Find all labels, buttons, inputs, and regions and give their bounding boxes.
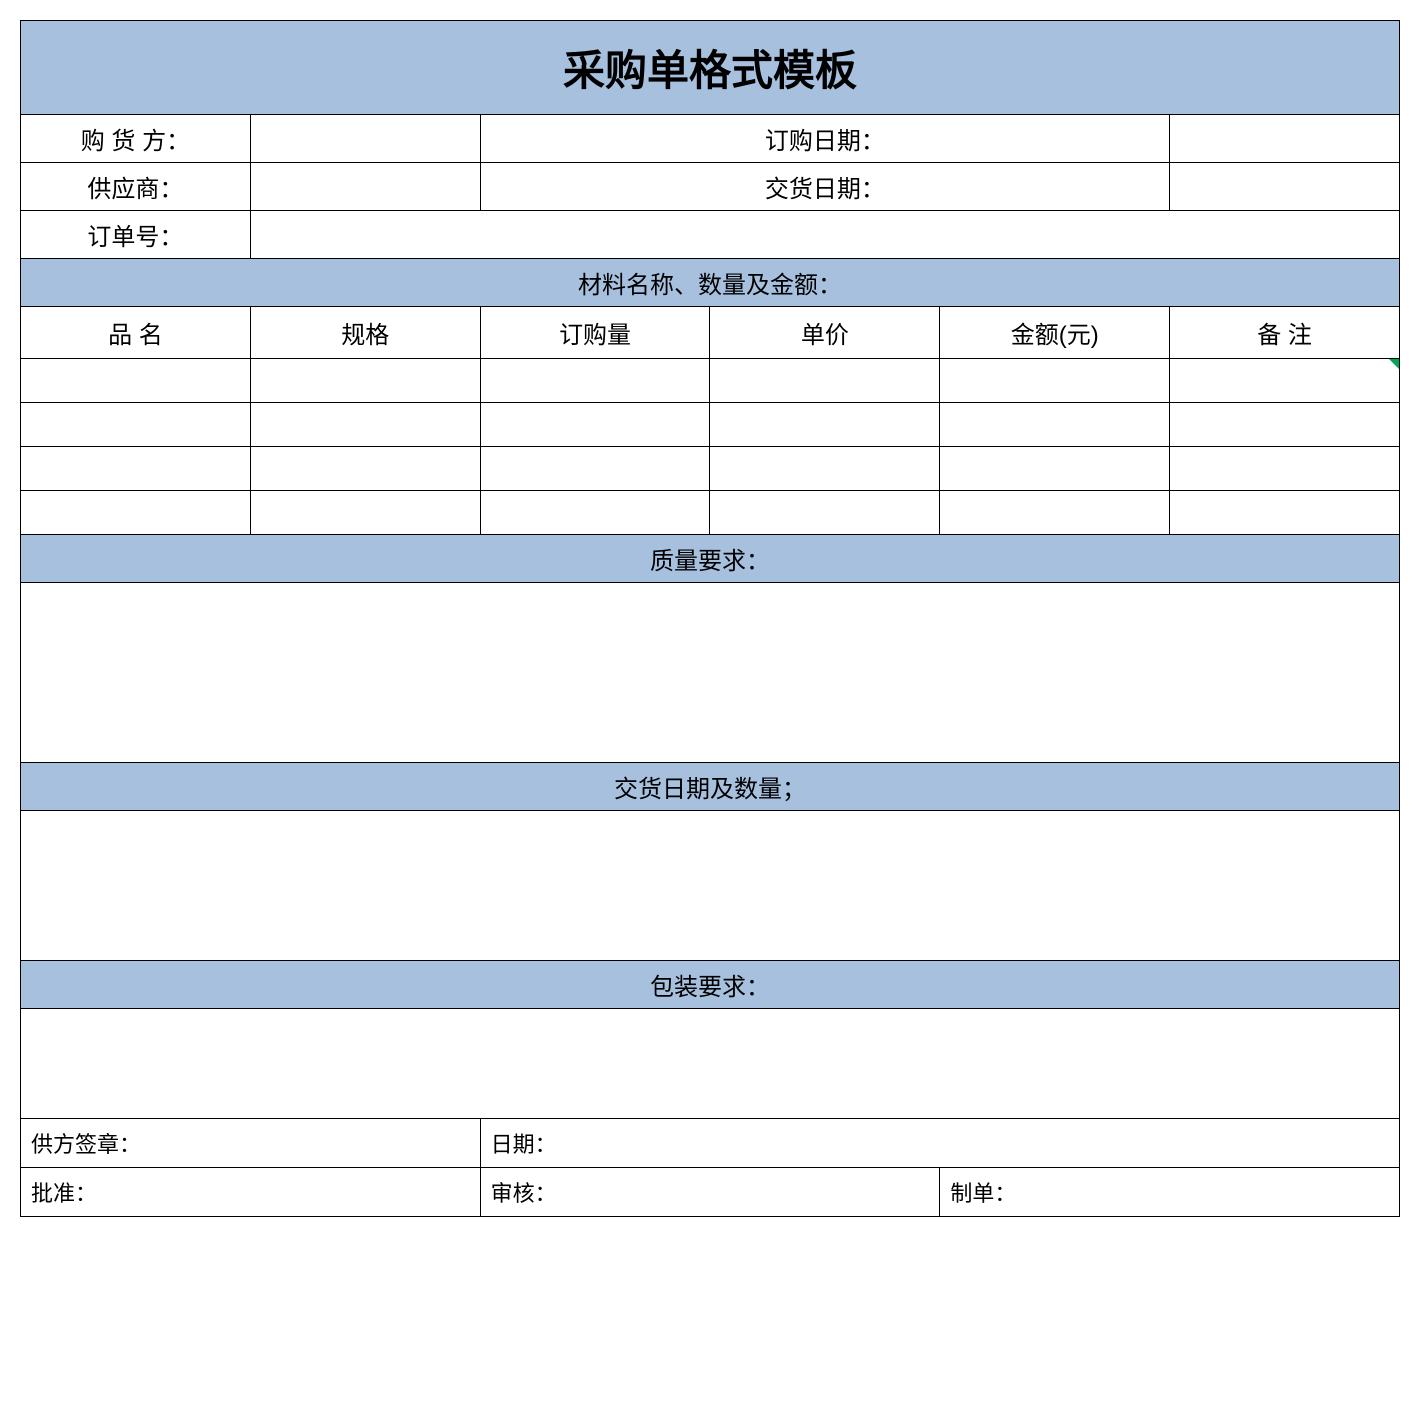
materials-header-label: 材料名称、数量及金额： [21,259,1400,307]
order-no-row: 订单号： [21,211,1400,259]
packaging-section-header: 包装要求： [21,961,1400,1009]
delivery-date-label: 交货日期： [480,163,1169,211]
col-order-qty: 订购量 [480,307,710,359]
quality-header-label: 质量要求： [21,535,1400,583]
cell-name[interactable] [21,491,251,535]
cell-name[interactable] [21,403,251,447]
delivery-header-label: 交货日期及数量； [21,763,1400,811]
cell-unit-price[interactable] [710,447,940,491]
buyer-value[interactable] [250,115,480,163]
quality-content-row [21,583,1400,763]
cell-remarks[interactable] [1170,447,1400,491]
delivery-date-value[interactable] [1170,163,1400,211]
packaging-header-label: 包装要求： [21,961,1400,1009]
title-row: 采购单格式模板 [21,21,1400,115]
buyer-row: 购 货 方： 订购日期： [21,115,1400,163]
cell-remarks[interactable] [1170,403,1400,447]
col-unit-price: 单价 [710,307,940,359]
cell-unit-price[interactable] [710,359,940,403]
cell-amount[interactable] [940,491,1170,535]
table-row [21,447,1400,491]
cell-spec[interactable] [250,359,480,403]
cell-spec[interactable] [250,491,480,535]
supplier-value[interactable] [250,163,480,211]
packaging-content-row [21,1009,1400,1119]
form-table: 采购单格式模板 购 货 方： 订购日期： 供应商： 交货日期： 订单号： 材料名… [20,20,1400,1217]
supplier-label: 供应商： [21,163,251,211]
cell-amount[interactable] [940,447,1170,491]
order-date-value[interactable] [1170,115,1400,163]
delivery-content-row [21,811,1400,961]
cell-remarks[interactable] [1170,359,1400,403]
materials-column-headers: 品 名 规格 订购量 单价 金额(元) 备 注 [21,307,1400,359]
purchase-order-form: 采购单格式模板 购 货 方： 订购日期： 供应商： 交货日期： 订单号： 材料名… [20,20,1400,1217]
cell-order-qty[interactable] [480,491,710,535]
preparer-label: 制单： [940,1168,1400,1217]
cell-order-qty[interactable] [480,359,710,403]
quality-section-header: 质量要求： [21,535,1400,583]
col-spec: 规格 [250,307,480,359]
cell-name[interactable] [21,447,251,491]
delivery-content[interactable] [21,811,1400,961]
cell-remarks[interactable] [1170,491,1400,535]
col-name: 品 名 [21,307,251,359]
order-date-label: 订购日期： [480,115,1169,163]
review-label: 审核： [480,1168,940,1217]
packaging-content[interactable] [21,1009,1400,1119]
cell-spec[interactable] [250,447,480,491]
order-no-value[interactable] [250,211,1399,259]
approve-label: 批准： [21,1168,481,1217]
table-row [21,359,1400,403]
supplier-row: 供应商： 交货日期： [21,163,1400,211]
cell-amount[interactable] [940,403,1170,447]
cell-amount[interactable] [940,359,1170,403]
form-title: 采购单格式模板 [21,21,1400,115]
col-remarks: 备 注 [1170,307,1400,359]
table-row [21,403,1400,447]
table-row [21,491,1400,535]
quality-content[interactable] [21,583,1400,763]
cell-name[interactable] [21,359,251,403]
buyer-label: 购 货 方： [21,115,251,163]
cell-spec[interactable] [250,403,480,447]
order-no-label: 订单号： [21,211,251,259]
cell-order-qty[interactable] [480,403,710,447]
date-label: 日期： [480,1119,1399,1168]
cell-unit-price[interactable] [710,403,940,447]
supplier-signature-label: 供方签章： [21,1119,481,1168]
signature-row: 供方签章： 日期： [21,1119,1400,1168]
delivery-section-header: 交货日期及数量； [21,763,1400,811]
approval-row: 批准： 审核： 制单： [21,1168,1400,1217]
cell-unit-price[interactable] [710,491,940,535]
materials-section-header: 材料名称、数量及金额： [21,259,1400,307]
cell-order-qty[interactable] [480,447,710,491]
col-amount: 金额(元) [940,307,1170,359]
